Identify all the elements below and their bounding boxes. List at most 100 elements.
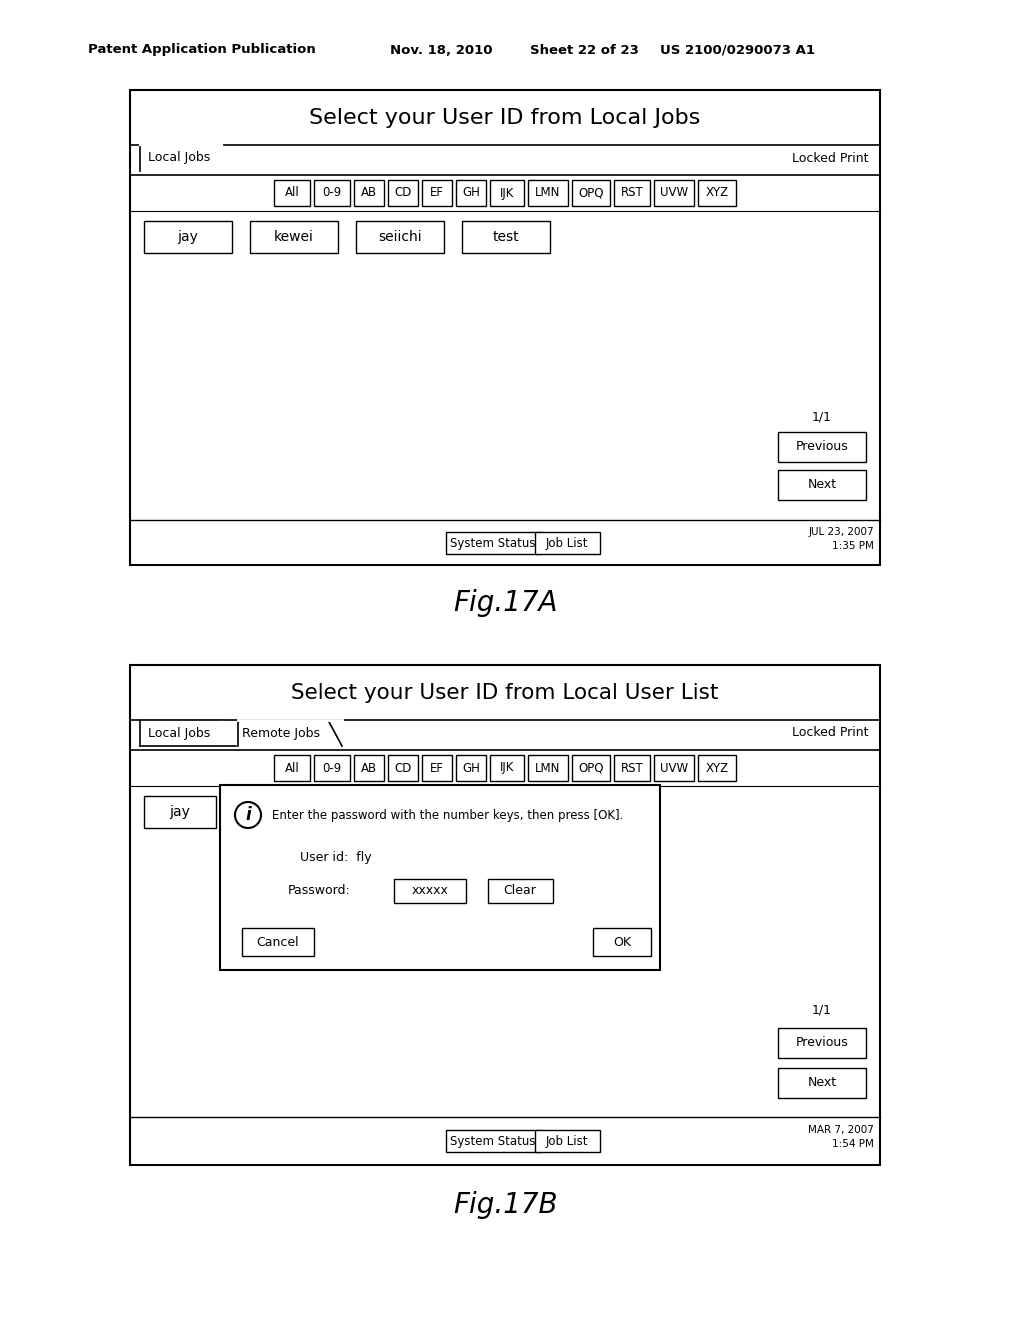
Polygon shape <box>140 719 236 746</box>
Text: i: i <box>245 807 251 824</box>
FancyBboxPatch shape <box>535 1130 599 1152</box>
Text: JUL 23, 2007
1:35 PM: JUL 23, 2007 1:35 PM <box>808 528 874 550</box>
Text: All: All <box>285 762 299 775</box>
Text: RST: RST <box>621 186 643 199</box>
FancyBboxPatch shape <box>356 220 444 253</box>
Text: Locked Print: Locked Print <box>792 152 868 165</box>
FancyBboxPatch shape <box>456 755 486 781</box>
Text: Fig.17A: Fig.17A <box>453 589 557 616</box>
FancyBboxPatch shape <box>778 1068 866 1098</box>
FancyBboxPatch shape <box>572 180 610 206</box>
Text: System Status: System Status <box>451 1134 536 1147</box>
FancyBboxPatch shape <box>388 755 418 781</box>
Text: Local Jobs: Local Jobs <box>147 726 210 739</box>
Text: seiichi: seiichi <box>378 230 422 244</box>
Text: Clear: Clear <box>504 884 537 898</box>
Text: Next: Next <box>808 479 837 491</box>
Text: System Status: System Status <box>451 536 536 549</box>
FancyBboxPatch shape <box>462 220 550 253</box>
Text: UVW: UVW <box>659 186 688 199</box>
FancyBboxPatch shape <box>698 180 736 206</box>
Text: Select your User ID from Local User List: Select your User ID from Local User List <box>291 682 719 704</box>
FancyBboxPatch shape <box>490 755 524 781</box>
FancyBboxPatch shape <box>445 532 541 554</box>
Text: Fig.17B: Fig.17B <box>453 1191 557 1218</box>
Polygon shape <box>238 719 342 746</box>
Text: jay: jay <box>170 805 190 818</box>
Text: xxxxx: xxxxx <box>412 884 449 898</box>
Text: MAR 7, 2007
1:54 PM: MAR 7, 2007 1:54 PM <box>808 1126 874 1148</box>
FancyBboxPatch shape <box>445 1130 541 1152</box>
Text: EF: EF <box>430 186 444 199</box>
Text: Enter the password with the number keys, then press [OK].: Enter the password with the number keys,… <box>272 808 624 821</box>
Text: 1/1: 1/1 <box>812 411 831 424</box>
Text: CD: CD <box>394 762 412 775</box>
FancyBboxPatch shape <box>144 220 232 253</box>
FancyBboxPatch shape <box>535 532 599 554</box>
Text: jay: jay <box>177 230 199 244</box>
Text: test: test <box>493 230 519 244</box>
Text: CD: CD <box>394 186 412 199</box>
Text: Previous: Previous <box>796 1036 848 1049</box>
Text: Patent Application Publication: Patent Application Publication <box>88 44 315 57</box>
FancyBboxPatch shape <box>130 665 880 1166</box>
Circle shape <box>234 803 261 828</box>
Text: US 2100/0290073 A1: US 2100/0290073 A1 <box>660 44 815 57</box>
Text: Remote Jobs: Remote Jobs <box>242 726 319 739</box>
Text: AB: AB <box>360 762 377 775</box>
Text: Nov. 18, 2010: Nov. 18, 2010 <box>390 44 493 57</box>
FancyBboxPatch shape <box>274 755 310 781</box>
FancyBboxPatch shape <box>778 432 866 462</box>
FancyBboxPatch shape <box>593 928 651 956</box>
Text: kewei: kewei <box>274 230 314 244</box>
FancyBboxPatch shape <box>220 785 660 970</box>
Text: RST: RST <box>621 762 643 775</box>
Text: LMN: LMN <box>536 186 561 199</box>
Text: Job List: Job List <box>546 1134 588 1147</box>
FancyBboxPatch shape <box>490 180 524 206</box>
FancyBboxPatch shape <box>572 755 610 781</box>
Text: AB: AB <box>360 186 377 199</box>
FancyBboxPatch shape <box>528 755 568 781</box>
Text: XYZ: XYZ <box>706 762 728 775</box>
FancyBboxPatch shape <box>250 220 338 253</box>
Text: LMN: LMN <box>536 762 561 775</box>
Text: IJK: IJK <box>500 186 514 199</box>
FancyBboxPatch shape <box>314 180 350 206</box>
Text: Previous: Previous <box>796 441 848 454</box>
Text: All: All <box>285 186 299 199</box>
Polygon shape <box>140 145 236 172</box>
FancyBboxPatch shape <box>654 180 694 206</box>
Text: Job List: Job List <box>546 536 588 549</box>
Text: Select your User ID from Local Jobs: Select your User ID from Local Jobs <box>309 108 700 128</box>
Text: Password:: Password: <box>288 884 351 898</box>
FancyBboxPatch shape <box>314 755 350 781</box>
Text: Locked Print: Locked Print <box>792 726 868 739</box>
FancyBboxPatch shape <box>456 180 486 206</box>
Text: XYZ: XYZ <box>706 186 728 199</box>
Text: GH: GH <box>462 186 480 199</box>
Text: OPQ: OPQ <box>579 762 604 775</box>
FancyBboxPatch shape <box>528 180 568 206</box>
FancyBboxPatch shape <box>144 796 216 828</box>
FancyBboxPatch shape <box>354 180 384 206</box>
FancyBboxPatch shape <box>654 755 694 781</box>
FancyBboxPatch shape <box>778 470 866 500</box>
FancyBboxPatch shape <box>487 879 553 903</box>
FancyBboxPatch shape <box>274 180 310 206</box>
Text: 0-9: 0-9 <box>323 186 342 199</box>
FancyBboxPatch shape <box>242 928 314 956</box>
FancyBboxPatch shape <box>354 755 384 781</box>
FancyBboxPatch shape <box>130 90 880 565</box>
FancyBboxPatch shape <box>614 755 650 781</box>
FancyBboxPatch shape <box>698 755 736 781</box>
FancyBboxPatch shape <box>394 879 466 903</box>
Text: 1/1: 1/1 <box>812 1003 831 1016</box>
Text: 0-9: 0-9 <box>323 762 342 775</box>
FancyBboxPatch shape <box>422 180 452 206</box>
Text: EF: EF <box>430 762 444 775</box>
Text: IJK: IJK <box>500 762 514 775</box>
Text: User id:  fly: User id: fly <box>300 850 372 863</box>
Text: Sheet 22 of 23: Sheet 22 of 23 <box>530 44 639 57</box>
Text: OK: OK <box>613 936 631 949</box>
